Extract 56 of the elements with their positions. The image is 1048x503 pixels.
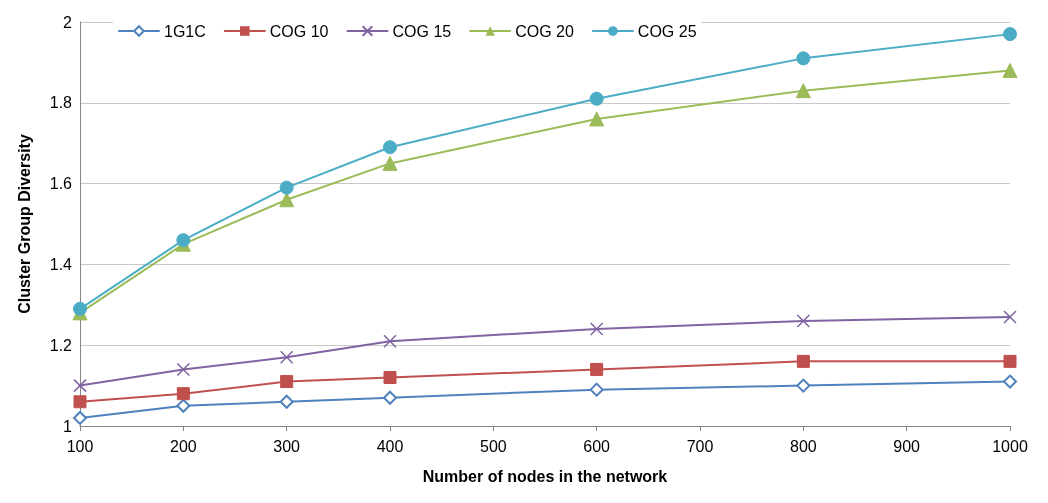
point (796, 354, 810, 368)
x-tick-label: 300 (273, 437, 301, 455)
point (73, 378, 87, 393)
point (1002, 62, 1018, 78)
x-tick-label: 900 (893, 437, 921, 455)
point (589, 111, 605, 127)
y-tick-label: 2 (63, 13, 73, 31)
point (1003, 310, 1017, 324)
y-tick-label: 1 (63, 417, 73, 435)
point (382, 155, 398, 171)
point (796, 378, 811, 393)
point (279, 192, 295, 208)
y-tick-label: 1.2 (49, 336, 73, 354)
point (1003, 27, 1017, 42)
x-tick-label: 600 (583, 437, 611, 455)
x-tick-label: 1000 (992, 437, 1028, 455)
x-axis-title: Number of nodes in the network (422, 467, 668, 485)
point (73, 301, 87, 316)
legend-label: COG 15 (392, 22, 452, 40)
point (589, 91, 604, 106)
x-tick-label: 700 (686, 437, 714, 455)
y-axis-title: Cluster Group Diversity (15, 134, 33, 314)
y-tick-label: 1.4 (49, 255, 73, 273)
point (176, 387, 190, 401)
point (383, 371, 397, 385)
point (796, 51, 811, 66)
point (590, 362, 604, 376)
point (73, 395, 87, 409)
point (176, 398, 191, 413)
legend-label: 1G1C (164, 22, 206, 40)
point (383, 140, 397, 155)
point (73, 410, 87, 425)
x-tick-label: 800 (789, 437, 817, 455)
x-tick-label: 400 (376, 437, 404, 455)
point (176, 362, 191, 377)
x-tick-label: 500 (479, 437, 507, 455)
point (1003, 354, 1017, 368)
y-tick-label: 1.6 (49, 175, 73, 193)
point (589, 322, 604, 336)
y-tick-label: 1.8 (49, 94, 73, 112)
point (383, 334, 397, 348)
point (589, 382, 604, 397)
point (279, 180, 294, 195)
legend-label: COG 25 (637, 22, 697, 40)
x-tick-label: 100 (66, 437, 94, 455)
point (383, 390, 397, 405)
legend-label: COG 10 (269, 22, 329, 40)
legend-label: COG 20 (515, 22, 574, 40)
point (176, 233, 191, 248)
point (1003, 374, 1017, 389)
x-tick-label: 200 (169, 437, 197, 455)
point (796, 314, 811, 328)
point (795, 83, 811, 99)
point (279, 394, 294, 409)
point (280, 375, 294, 389)
point (279, 350, 294, 365)
